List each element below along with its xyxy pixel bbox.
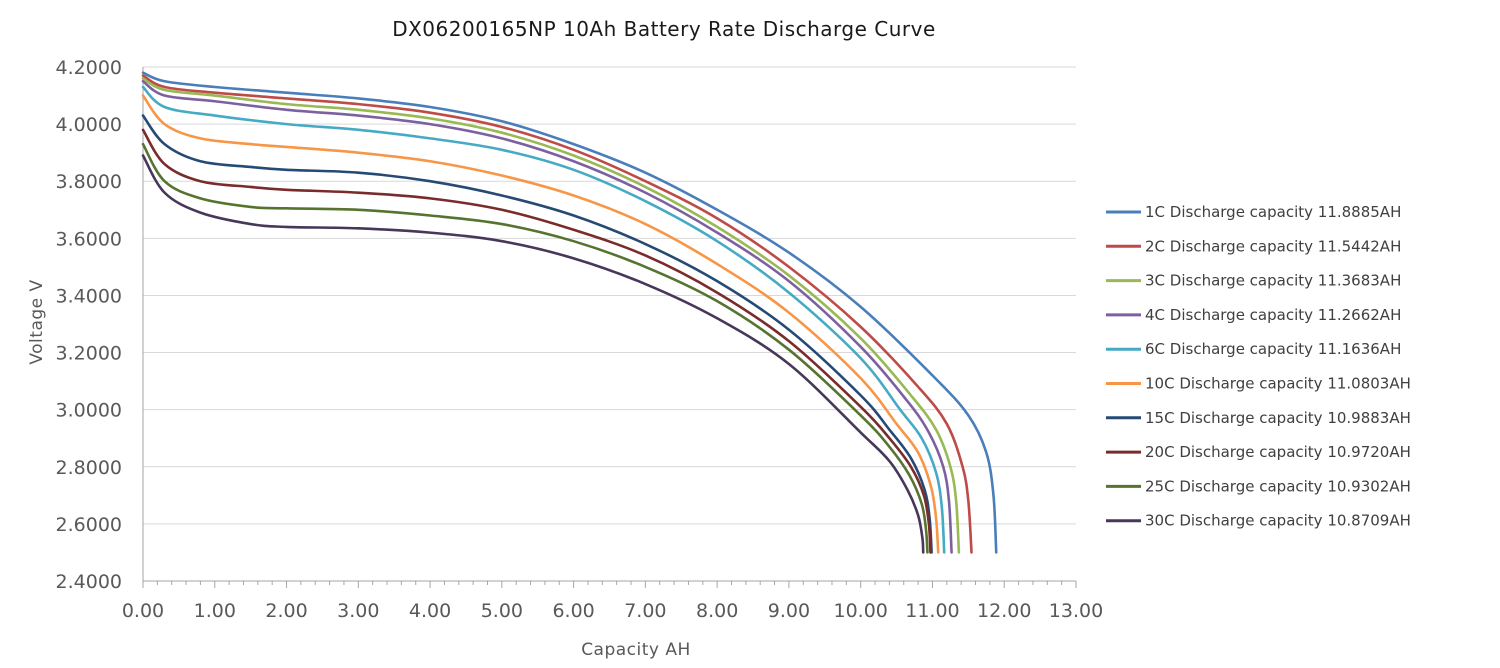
- series-line: [141, 71, 998, 554]
- x-tick-label: 9.00: [768, 600, 810, 622]
- legend-label: 15C Discharge capacity 10.9883AH: [1145, 409, 1411, 427]
- x-axis-label: Capacity AH: [581, 640, 691, 660]
- series-line: [141, 94, 940, 554]
- y-tick-label: 2.4000: [56, 571, 122, 593]
- legend-label: 25C Discharge capacity 10.9302AH: [1145, 477, 1411, 495]
- series-line: [141, 74, 973, 554]
- x-tick-label: 3.00: [337, 600, 379, 622]
- legend-label: 4C Discharge capacity 11.2662AH: [1145, 306, 1401, 324]
- y-axis-label: Voltage V: [27, 279, 47, 364]
- x-tick-label: 6.00: [552, 600, 594, 622]
- legend-label: 10C Discharge capacity 11.0803AH: [1145, 375, 1411, 393]
- legend-label: 1C Discharge capacity 11.8885AH: [1145, 203, 1401, 221]
- series-line: [141, 154, 925, 554]
- y-tick-label: 3.8000: [56, 171, 122, 193]
- series-lines: [141, 71, 998, 554]
- y-tick-label: 3.0000: [56, 400, 122, 422]
- x-tick-label: 12.00: [977, 600, 1031, 622]
- y-tick-label: 4.0000: [56, 114, 122, 136]
- y-tick-labels: 4.2000 4.0000 3.8000 3.6000 3.4000 3.2000 3.00…: [56, 57, 122, 593]
- series-line: [141, 79, 953, 554]
- legend-label: 2C Discharge capacity 11.5442AH: [1145, 237, 1401, 255]
- x-tick-label: 7.00: [624, 600, 666, 622]
- x-tick-label: 2.00: [265, 600, 307, 622]
- y-tick-label: 3.2000: [56, 343, 122, 365]
- x-tick-label: 8.00: [696, 600, 738, 622]
- series-line: [141, 128, 932, 554]
- x-tick-label: 1.00: [194, 600, 236, 622]
- legend-label: 6C Discharge capacity 11.1636AH: [1145, 340, 1401, 358]
- y-tick-label: 2.8000: [56, 457, 122, 479]
- axes: [142, 67, 1077, 588]
- x-tick-label: 11.00: [905, 600, 959, 622]
- grid-lines: [143, 66, 1076, 525]
- y-tick-label: 2.6000: [56, 514, 122, 536]
- y-tick-label: 4.2000: [56, 57, 122, 79]
- series-line: [141, 85, 946, 554]
- chart-title: DX06200165NP 10Ah Battery Rate Discharge…: [392, 17, 936, 41]
- y-tick-label: 3.6000: [56, 228, 122, 250]
- legend: 1C Discharge capacity 11.8885AH 2C Discha…: [1106, 203, 1411, 530]
- x-tick-label: 4.00: [409, 600, 451, 622]
- legend-label: 30C Discharge capacity 10.8709AH: [1145, 512, 1411, 530]
- x-tick-label: 0.00: [122, 600, 164, 622]
- x-tick-label: 5.00: [481, 600, 523, 622]
- x-tick-labels: 0.00 1.00 2.00 3.00 4.00 5.00 6.00 7.00 8.00 9.00…: [122, 600, 1103, 622]
- legend-label: 20C Discharge capacity 10.9720AH: [1145, 443, 1411, 461]
- series-line: [141, 77, 961, 554]
- legend-label: 3C Discharge capacity 11.3683AH: [1145, 272, 1401, 290]
- x-tick-label: 13.00: [1049, 600, 1103, 622]
- series-line: [141, 114, 933, 554]
- y-tick-label: 3.4000: [56, 285, 122, 307]
- series-line: [141, 142, 929, 554]
- x-tick-label: 10.00: [833, 600, 887, 622]
